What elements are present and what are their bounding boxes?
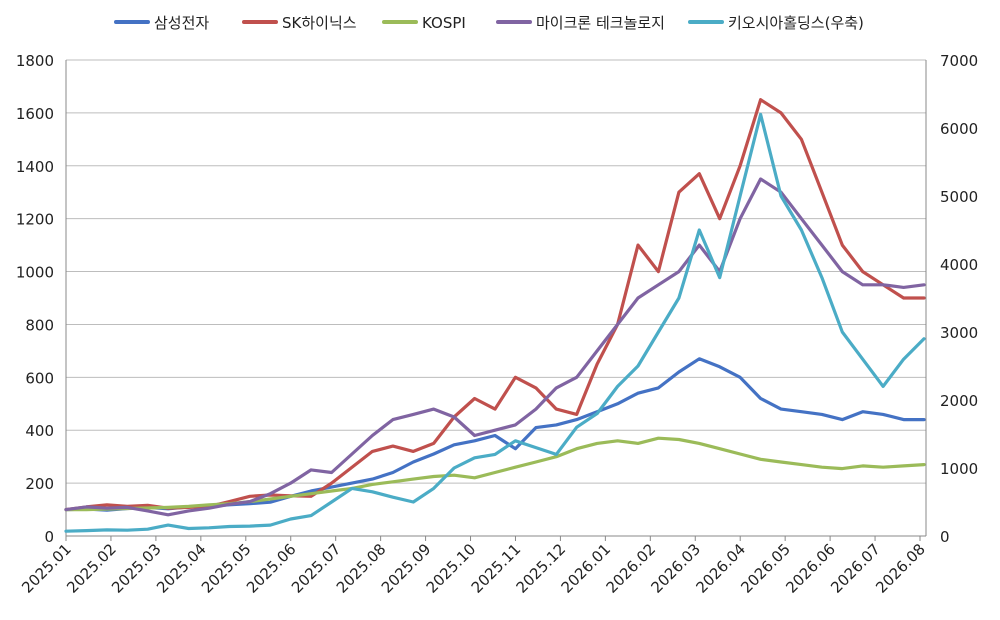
y-axis-left: 0 200 400 600 800 1000 1200 1400 1600 1800 bbox=[16, 52, 54, 546]
y2-tick-label: 0 bbox=[940, 528, 950, 546]
y2-tick-label: 5000 bbox=[940, 188, 978, 206]
legend-label: 키오시아홀딩스(우축) bbox=[728, 14, 864, 32]
y2-tick-label: 1000 bbox=[940, 460, 978, 478]
series-line-1 bbox=[64, 98, 926, 512]
legend: 삼성전자 SK하이닉스 KOSPI 마이크론 테크놀로지 키오시아홀딩스(우축) bbox=[114, 14, 864, 32]
y-tick-label: 0 bbox=[44, 528, 54, 546]
y-tick-label: 400 bbox=[25, 422, 54, 440]
y-tick-label: 200 bbox=[25, 475, 54, 493]
legend-label: 마이크론 테크놀로지 bbox=[536, 14, 665, 32]
y2-tick-label: 3000 bbox=[940, 324, 978, 342]
series-lines bbox=[64, 98, 926, 533]
series-line-4 bbox=[64, 112, 926, 533]
y2-tick-label: 7000 bbox=[940, 52, 978, 70]
y-tick-label: 600 bbox=[25, 369, 54, 387]
y-tick-label: 1000 bbox=[16, 264, 54, 282]
series-line-2 bbox=[64, 436, 926, 512]
y2-tick-label: 2000 bbox=[940, 392, 978, 410]
y-axis-right: 0 1000 2000 3000 4000 5000 6000 7000 bbox=[940, 52, 978, 546]
legend-label: SK하이닉스 bbox=[282, 14, 357, 32]
y2-tick-label: 4000 bbox=[940, 256, 978, 274]
series-line-0 bbox=[64, 357, 926, 512]
y2-tick-label: 6000 bbox=[940, 120, 978, 138]
y-tick-label: 1800 bbox=[16, 52, 54, 70]
x-tick-label: 2026.08 bbox=[872, 540, 929, 597]
legend-label: 삼성전자 bbox=[154, 14, 209, 32]
y-tick-label: 800 bbox=[25, 316, 54, 334]
y-tick-label: 1400 bbox=[16, 158, 54, 176]
y-tick-label: 1200 bbox=[16, 211, 54, 229]
y-tick-label: 1600 bbox=[16, 105, 54, 123]
legend-label: KOSPI bbox=[422, 14, 466, 32]
x-axis: 2025.012025.022025.032025.042025.052025.… bbox=[18, 536, 929, 597]
